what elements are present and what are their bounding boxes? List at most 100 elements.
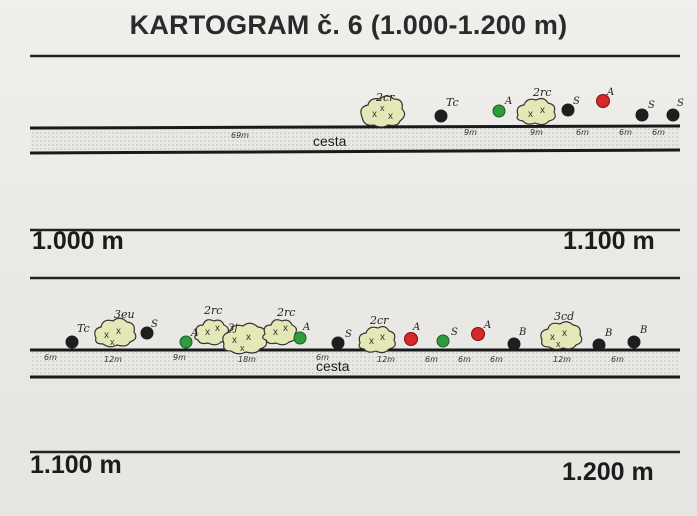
distance-label: 18m (238, 355, 256, 364)
shrub-cluster: x x 2rc (262, 306, 298, 346)
svg-text:x: x (550, 332, 555, 343)
tree-marker: A (471, 320, 491, 341)
shrub-cluster: x x x 2cr (360, 91, 406, 128)
shrub-label: 3eu (114, 308, 135, 321)
svg-text:x: x (104, 330, 109, 341)
svg-text:x: x (380, 103, 385, 113)
tree-label: B (604, 328, 612, 339)
shrub-cluster: x x 2rc (516, 86, 556, 126)
section-2-end-label: 1.200 m (562, 458, 654, 486)
tree-label: S (345, 329, 352, 340)
shrub-cluster: x x x 3j (222, 322, 268, 355)
tree-marker: A (492, 96, 512, 118)
tree-label: B (639, 325, 647, 336)
svg-text:x: x (273, 327, 278, 338)
distance-label: 6m (611, 355, 624, 364)
tree-marker: S (140, 319, 158, 340)
distance-label: 9m (530, 128, 543, 137)
section-1-end-label: 1.100 m (563, 227, 655, 255)
distance-label: 6m (652, 128, 665, 137)
shrub-label: 2cr (369, 314, 389, 327)
tree-marker: S (331, 329, 352, 350)
tree-label: A (412, 322, 420, 333)
svg-text:x: x (528, 109, 533, 120)
section-2-start-label: 1.100 m (30, 451, 122, 479)
tree-marker: A (596, 87, 614, 108)
distance-label: 9m (464, 128, 477, 137)
svg-text:x: x (215, 323, 220, 334)
tree-marker: S (666, 98, 684, 122)
road-edge-top (29, 124, 681, 130)
tree-marker: A (179, 328, 198, 349)
distance-label: 6m (44, 353, 57, 362)
tree-marker: B (627, 325, 647, 349)
shrub-cluster: x x 2cr (358, 314, 396, 354)
section-2: cesta x x x 3eu x x 2rc x x x 3j (30, 304, 680, 379)
tree-marker: B (592, 328, 612, 352)
svg-text:x: x (372, 109, 377, 120)
shrub-label: 2rc (532, 86, 551, 99)
road-label: cesta (313, 133, 347, 149)
svg-text:x: x (556, 339, 561, 349)
svg-text:x: x (232, 335, 237, 346)
section-1-start-label: 1.000 m (32, 227, 124, 255)
tree-marker: S (436, 327, 458, 348)
distance-label: 6m (576, 128, 589, 137)
shrub-label: 3j (228, 323, 237, 334)
tree-label: S (648, 100, 655, 111)
shrub-cluster: x x x 3cd (540, 310, 583, 350)
svg-text:x: x (283, 323, 288, 334)
page-title: KARTOGRAM č. 6 (1.000-1.200 m) (129, 10, 568, 40)
tree-label: S (151, 319, 158, 330)
tree-label: A (302, 322, 310, 333)
svg-text:x: x (380, 332, 385, 343)
svg-text:x: x (562, 328, 567, 339)
distance-label: 12m (104, 355, 122, 364)
tree-label: S (451, 327, 458, 338)
distance-label: 6m (490, 355, 503, 364)
shrub-label: 2rc (203, 304, 222, 317)
tree-label: Tc (446, 96, 459, 109)
tree-marker: A (404, 322, 420, 346)
tree-label: S (573, 96, 580, 107)
shrub-label: 3cd (554, 310, 574, 323)
distance-label: 9m (173, 353, 186, 362)
svg-text:x: x (240, 343, 245, 353)
tree-label: B (518, 327, 526, 338)
svg-text:x: x (110, 337, 115, 347)
distance-label: 6m (458, 355, 471, 364)
tree-label: Tc (77, 322, 90, 335)
svg-text:x: x (540, 105, 545, 116)
distance-label: 12m (553, 355, 571, 364)
svg-text:x: x (246, 332, 251, 343)
svg-text:x: x (116, 326, 121, 337)
tree-marker: Tc (65, 322, 90, 349)
shrub-label: 2rc (276, 306, 295, 319)
shrub-label: 2cr (375, 91, 395, 104)
tree-marker: S (635, 100, 655, 122)
tree-marker: Tc (434, 96, 459, 123)
shrub-cluster: x x x 3eu (94, 308, 137, 348)
distance-label: 12m (377, 355, 395, 364)
svg-text:x: x (205, 327, 210, 338)
road-surface (30, 128, 680, 150)
tree-label: A (504, 96, 512, 107)
distance-label: 6m (425, 355, 438, 364)
road-edge-bottom (29, 148, 681, 155)
tree-label: A (483, 320, 491, 331)
distance-label: 6m (619, 128, 632, 137)
distance-label: 69m (231, 131, 249, 140)
section-1: cesta x x x 2cr x x 2rc Tc (29, 86, 684, 155)
tree-marker: A (293, 322, 310, 345)
road-surface (30, 350, 680, 376)
svg-text:x: x (369, 336, 374, 347)
tree-marker: S (561, 96, 580, 117)
tree-label: A (190, 328, 198, 339)
distance-label: 6m (316, 353, 329, 362)
tree-label: S (677, 98, 684, 109)
tree-marker: B (507, 327, 526, 351)
svg-text:x: x (388, 111, 393, 122)
tree-label: A (606, 87, 614, 98)
